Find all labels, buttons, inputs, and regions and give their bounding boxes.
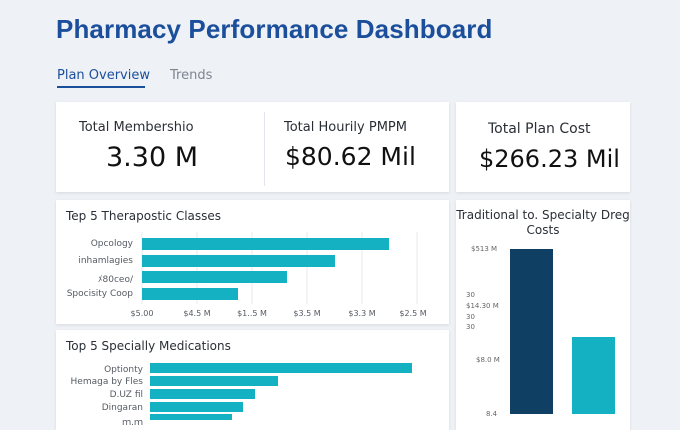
y-tick-label: 30 [466,313,475,321]
chart-title-specialty-medications: Top 5 Specially Medications [66,339,231,353]
bar-label: Spocisity Coop [66,289,133,299]
kpi-card-membership-pmpm [56,102,449,192]
bar-label: Dingaran [101,403,143,413]
bar [150,389,255,399]
kpi-value-plan-cost: $266.23 Mil [479,145,620,173]
bar [142,238,389,250]
kpi-label-membership: Total Membershio [79,120,194,135]
bar-label: ｍ.ｍ [122,418,143,428]
x-tick-label: $2.5 M [399,309,427,318]
active-tab-indicator [57,86,145,88]
x-tick-label: $1..5 M [237,309,267,318]
bar-label: inhamlagies [78,256,133,266]
tab-trends[interactable]: Trends [170,68,213,83]
chart-title-traditional-specialty: Traditional to. Specialty Dreg Costs [456,208,630,237]
kpi-card-plan-cost [456,102,630,192]
bar [150,402,243,412]
kpi-value-membership: 3.30 M [106,142,198,173]
bar [150,414,232,420]
bar [150,376,278,386]
y-tick-label: $513 M [471,245,498,253]
tab-plan-overview[interactable]: Plan Overview [57,68,150,83]
bar [142,255,335,267]
y-tick-label: 30 [466,323,475,331]
kpi-label-plan-cost: Total Plan Cost [488,121,591,137]
bar-label: Hemaga by Fles [70,377,143,387]
y-tick-label: $14.30 M [466,302,499,310]
kpi-label-pmpm: Total Hourily PMPM [284,120,407,135]
x-tick-label: $5.00 [130,309,154,318]
x-tick-label: $4.5 M [183,309,211,318]
bar-label: D.UZ fil [109,390,143,400]
x-tick-label: $3.3 M [348,309,376,318]
kpi-value-pmpm: $80.62 Mil [285,142,416,171]
bar-traditional [510,249,553,414]
y-tick-label: 30 [466,291,475,299]
bar-label: ﾒ80ceo/ [98,275,133,285]
bar-label: Optionty [104,365,143,375]
bar [150,363,412,373]
bar [142,271,287,283]
page-title: Pharmacy Performance Dashboard [56,14,493,44]
bar-label: Opcology [90,239,133,249]
chart-title-therapeutic-classes: Tep 5 Therapostic Classes [66,209,222,223]
bar-specialty [572,337,615,414]
y-tick-label: $8.0 M [476,356,500,364]
y-tick-label: 8.4 [486,410,498,418]
x-tick-label: $3.5 M [293,309,321,318]
kpi-divider [264,112,265,186]
bar [142,288,238,300]
